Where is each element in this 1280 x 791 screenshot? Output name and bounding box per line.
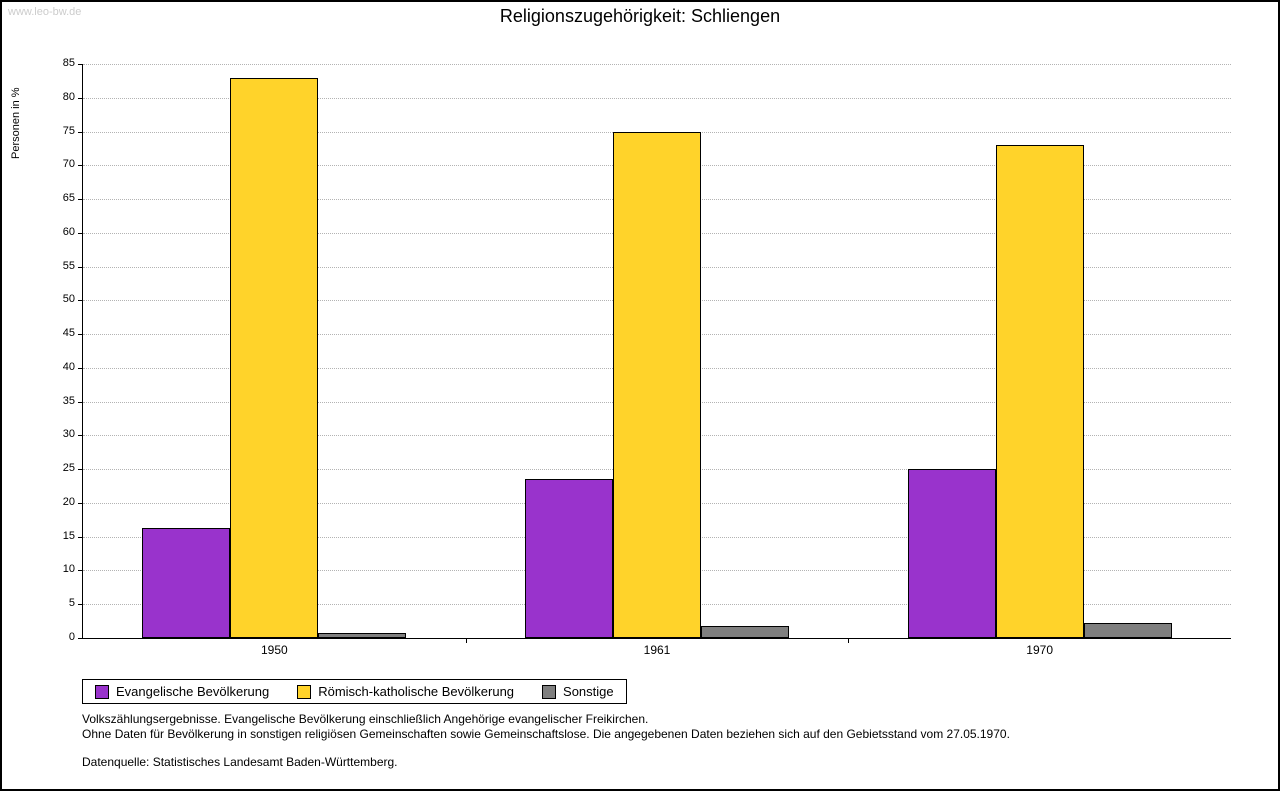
y-axis-tick [78, 638, 83, 639]
plot-area: 0 5 10 15 20 25 30 35 40 45 50 55 60 65 70 75 80 85 1950 19… [63, 57, 1231, 657]
y-axis-tick [78, 266, 83, 268]
legend-item-1: Römisch-katholische Bevölkerung [297, 684, 514, 699]
y-axis-tick-label: 65 [62, 192, 75, 205]
y-axis-title: Personen in % [10, 87, 22, 159]
x-axis-label: 1961 [643, 643, 671, 657]
chart-title: Religionszugehörigkeit: Schliengen [499, 6, 781, 26]
y-axis-tick [78, 401, 83, 403]
bar-1950-series-1 [230, 77, 319, 638]
footnotes: Volkszählungsergebnisse. Evangelische Be… [82, 712, 1010, 770]
legend: Evangelische Bevölkerung Römisch-katholis… [82, 679, 627, 704]
bar-1961-series-0 [525, 479, 613, 638]
bar-1950-series-2 [318, 633, 407, 638]
legend-label: Sonstige [563, 684, 614, 699]
y-axis-tick-label: 15 [62, 529, 75, 542]
y-axis-tick [78, 604, 83, 606]
y-axis-tick-label: 60 [62, 225, 75, 238]
y-axis-tick-label: 75 [62, 124, 75, 137]
y-axis-tick-label: 70 [62, 158, 75, 171]
gridline [83, 64, 1231, 65]
y-axis-tick [78, 334, 83, 336]
legend-label: Römisch-katholische Bevölkerung [318, 684, 515, 699]
legend-swatch-icon [542, 684, 557, 699]
y-axis-tick-label: 10 [62, 563, 75, 576]
bar-1970-series-2 [1083, 623, 1172, 638]
legend-swatch-icon [95, 684, 109, 699]
y-axis-tick-label: 0 [68, 631, 75, 643]
y-axis-tick [78, 64, 83, 65]
y-axis-tick-label: 35 [62, 394, 75, 407]
y-axis-tick-label: 45 [62, 327, 75, 340]
y-axis-tick-label: 5 [68, 597, 75, 610]
y-axis-tick-label: 30 [62, 428, 75, 441]
x-axis-tick [465, 638, 467, 643]
bar-1961-series-2 [701, 625, 789, 638]
x-axis-label: 1950 [260, 643, 288, 657]
y-axis-tick [78, 502, 83, 504]
legend-item-0: Evangelische Bevölkerung [95, 684, 269, 699]
x-axis-label: 1970 [1026, 643, 1053, 657]
bar-1970-series-1 [995, 145, 1084, 638]
bar-1970-series-0 [907, 469, 996, 638]
watermark: www.leo-bw.de [8, 6, 82, 18]
legend-swatch-icon [297, 684, 312, 699]
bar-1961-series-1 [613, 131, 701, 638]
y-axis-tick [78, 165, 83, 167]
y-axis-tick [78, 367, 83, 369]
y-axis-tick [78, 570, 83, 572]
x-axis-tick [848, 638, 850, 643]
y-axis-tick-label: 40 [62, 360, 75, 373]
bar-1950-series-0 [142, 527, 231, 638]
y-axis-tick-label: 80 [62, 90, 75, 103]
footnote-source: Datenquelle: Statistisches Landesamt Bad… [82, 755, 398, 769]
gridline [83, 97, 1231, 99]
y-axis-tick-label: 55 [62, 259, 75, 272]
legend-item-2: Sonstige [542, 684, 614, 699]
y-axis-tick-label: 85 [62, 57, 75, 69]
y-axis-tick [78, 435, 83, 437]
y-axis-tick [78, 131, 83, 133]
footnote-line-2: Ohne Daten für Bevölkerung in sonstigen … [82, 727, 1010, 741]
y-axis-tick [78, 97, 83, 99]
y-axis-tick-label: 20 [62, 495, 75, 508]
y-axis-tick [78, 199, 83, 201]
y-axis-tick [78, 232, 83, 234]
y-axis-tick-label: 50 [62, 293, 75, 306]
y-axis-tick [78, 469, 83, 471]
y-axis-tick [78, 536, 83, 538]
y-axis-tick [78, 300, 83, 302]
legend-label: Evangelische Bevölkerung [116, 684, 270, 699]
y-axis-tick-label: 25 [62, 462, 75, 475]
footnote-line-1: Volkszählungsergebnisse. Evangelische Be… [82, 712, 649, 726]
